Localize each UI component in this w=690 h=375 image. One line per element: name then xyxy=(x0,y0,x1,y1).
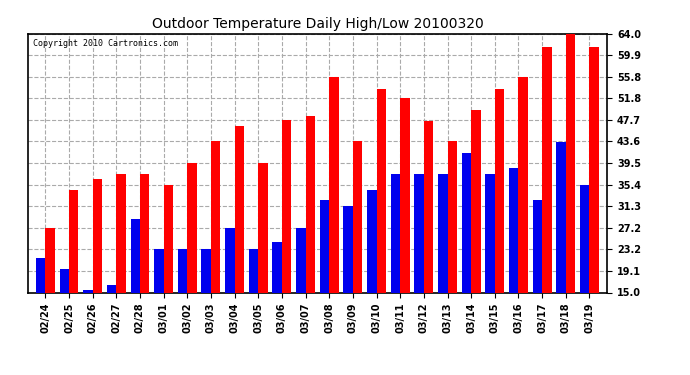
Bar xyxy=(69,189,79,292)
Text: Copyright 2010 Cartronics.com: Copyright 2010 Cartronics.com xyxy=(33,39,179,48)
Bar xyxy=(471,110,481,292)
Bar xyxy=(319,200,329,292)
Bar xyxy=(367,189,377,292)
Bar xyxy=(391,174,400,292)
Bar xyxy=(566,34,575,292)
Bar xyxy=(448,141,457,292)
Title: Outdoor Temperature Daily High/Low 20100320: Outdoor Temperature Daily High/Low 20100… xyxy=(152,17,483,31)
Bar xyxy=(589,47,599,292)
Bar xyxy=(509,168,518,292)
Bar xyxy=(344,206,353,292)
Bar xyxy=(556,142,566,292)
Bar xyxy=(92,179,102,292)
Bar xyxy=(377,89,386,292)
Bar xyxy=(462,153,471,292)
Bar xyxy=(83,290,92,292)
Bar xyxy=(46,228,55,292)
Bar xyxy=(580,185,589,292)
Bar xyxy=(235,126,244,292)
Bar xyxy=(273,242,282,292)
Bar xyxy=(154,249,164,292)
Bar xyxy=(36,258,46,292)
Bar xyxy=(201,249,211,292)
Bar xyxy=(400,98,410,292)
Bar xyxy=(495,89,504,292)
Bar xyxy=(485,174,495,292)
Bar xyxy=(415,174,424,292)
Bar xyxy=(542,47,551,292)
Bar xyxy=(424,121,433,292)
Bar xyxy=(258,163,268,292)
Bar xyxy=(164,185,173,292)
Bar xyxy=(225,228,235,292)
Bar xyxy=(249,249,258,292)
Bar xyxy=(117,174,126,292)
Bar xyxy=(187,163,197,292)
Bar xyxy=(211,141,220,292)
Bar xyxy=(329,77,339,292)
Bar xyxy=(533,200,542,292)
Bar xyxy=(306,116,315,292)
Bar xyxy=(296,228,306,292)
Bar xyxy=(353,141,362,292)
Bar xyxy=(518,77,528,292)
Bar xyxy=(178,249,187,292)
Bar xyxy=(282,120,291,292)
Bar xyxy=(107,285,117,292)
Bar xyxy=(59,269,69,292)
Bar xyxy=(130,219,140,292)
Bar xyxy=(140,174,150,292)
Bar xyxy=(438,174,448,292)
